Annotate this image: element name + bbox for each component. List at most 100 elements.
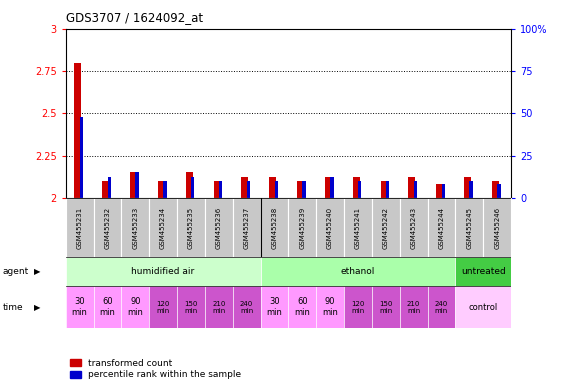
Bar [344, 198, 372, 257]
Bar [94, 286, 122, 328]
Bar [158, 181, 165, 198]
Bar [414, 181, 417, 198]
Bar [66, 198, 94, 257]
Bar [74, 63, 82, 198]
Bar [492, 181, 499, 198]
Text: GDS3707 / 1624092_at: GDS3707 / 1624092_at [66, 12, 203, 25]
Bar [330, 177, 333, 198]
Bar [441, 184, 445, 198]
Text: ▶: ▶ [34, 267, 41, 276]
Bar [288, 198, 316, 257]
Bar [135, 172, 139, 198]
Text: GSM455245: GSM455245 [467, 207, 472, 248]
Bar [122, 198, 149, 257]
Text: 60
min: 60 min [99, 298, 115, 317]
Text: GSM455241: GSM455241 [355, 207, 361, 248]
Bar [205, 286, 233, 328]
Text: 90
min: 90 min [322, 298, 338, 317]
Text: 30
min: 30 min [267, 298, 283, 317]
Bar [469, 181, 473, 198]
Text: 30
min: 30 min [71, 298, 87, 317]
Text: GSM455242: GSM455242 [383, 207, 389, 248]
Text: GSM455235: GSM455235 [188, 207, 194, 248]
Bar [107, 177, 111, 198]
Bar [233, 286, 260, 328]
Bar [177, 198, 205, 257]
Bar [436, 184, 443, 198]
Text: ▶: ▶ [34, 303, 41, 312]
Bar [186, 172, 193, 198]
Bar [483, 198, 511, 257]
Bar [149, 198, 177, 257]
Bar [270, 177, 276, 198]
Bar [130, 172, 137, 198]
Text: humidified air: humidified air [131, 267, 195, 276]
Bar [381, 181, 388, 198]
Bar [94, 198, 122, 257]
Bar [456, 257, 511, 286]
Text: GSM455244: GSM455244 [439, 207, 444, 248]
Bar [428, 286, 456, 328]
Bar [242, 177, 248, 198]
Bar [358, 181, 361, 198]
Text: GSM455232: GSM455232 [104, 207, 110, 248]
Text: 120
min: 120 min [351, 301, 365, 314]
Text: GSM455234: GSM455234 [160, 207, 166, 248]
Bar [316, 286, 344, 328]
Bar [66, 286, 94, 328]
Bar [233, 198, 260, 257]
Text: GSM455231: GSM455231 [77, 206, 83, 249]
Bar [149, 286, 177, 328]
Text: GSM455238: GSM455238 [271, 206, 278, 249]
Text: GSM455246: GSM455246 [494, 207, 500, 248]
Text: time: time [3, 303, 23, 312]
Bar [303, 181, 305, 198]
Bar [66, 257, 260, 286]
Bar [428, 198, 456, 257]
Text: 120
min: 120 min [156, 301, 170, 314]
Bar [464, 177, 471, 198]
Bar [122, 286, 149, 328]
Text: GSM455243: GSM455243 [411, 207, 417, 248]
Bar [497, 184, 501, 198]
Bar [372, 198, 400, 257]
Bar [219, 181, 222, 198]
Text: GSM455237: GSM455237 [244, 206, 250, 249]
Bar [316, 198, 344, 257]
Bar [260, 198, 288, 257]
Text: GSM455236: GSM455236 [216, 206, 222, 249]
Text: 150
min: 150 min [184, 301, 198, 314]
Bar [102, 181, 109, 198]
Legend: transformed count, percentile rank within the sample: transformed count, percentile rank withi… [70, 359, 242, 379]
Text: 210
min: 210 min [407, 301, 420, 314]
Bar [456, 286, 511, 328]
Bar [344, 286, 372, 328]
Text: 150
min: 150 min [379, 301, 392, 314]
Text: 210
min: 210 min [212, 301, 226, 314]
Bar [297, 181, 304, 198]
Text: control: control [469, 303, 498, 312]
Bar [205, 198, 233, 257]
Bar [260, 286, 288, 328]
Text: 240
min: 240 min [240, 301, 253, 314]
Bar [247, 181, 250, 198]
Text: 240
min: 240 min [435, 301, 448, 314]
Bar [80, 117, 83, 198]
Text: untreated: untreated [461, 267, 505, 276]
Text: agent: agent [3, 267, 29, 276]
Bar [386, 181, 389, 198]
Text: GSM455233: GSM455233 [132, 206, 138, 249]
Bar [353, 177, 360, 198]
Bar [325, 177, 332, 198]
Bar [288, 286, 316, 328]
Text: ethanol: ethanol [341, 267, 375, 276]
Bar [177, 286, 205, 328]
Bar [400, 198, 428, 257]
Bar [163, 181, 167, 198]
Bar [260, 257, 456, 286]
Text: 60
min: 60 min [294, 298, 310, 317]
Bar [214, 181, 220, 198]
Bar [191, 177, 194, 198]
Bar [372, 286, 400, 328]
Bar [408, 177, 416, 198]
